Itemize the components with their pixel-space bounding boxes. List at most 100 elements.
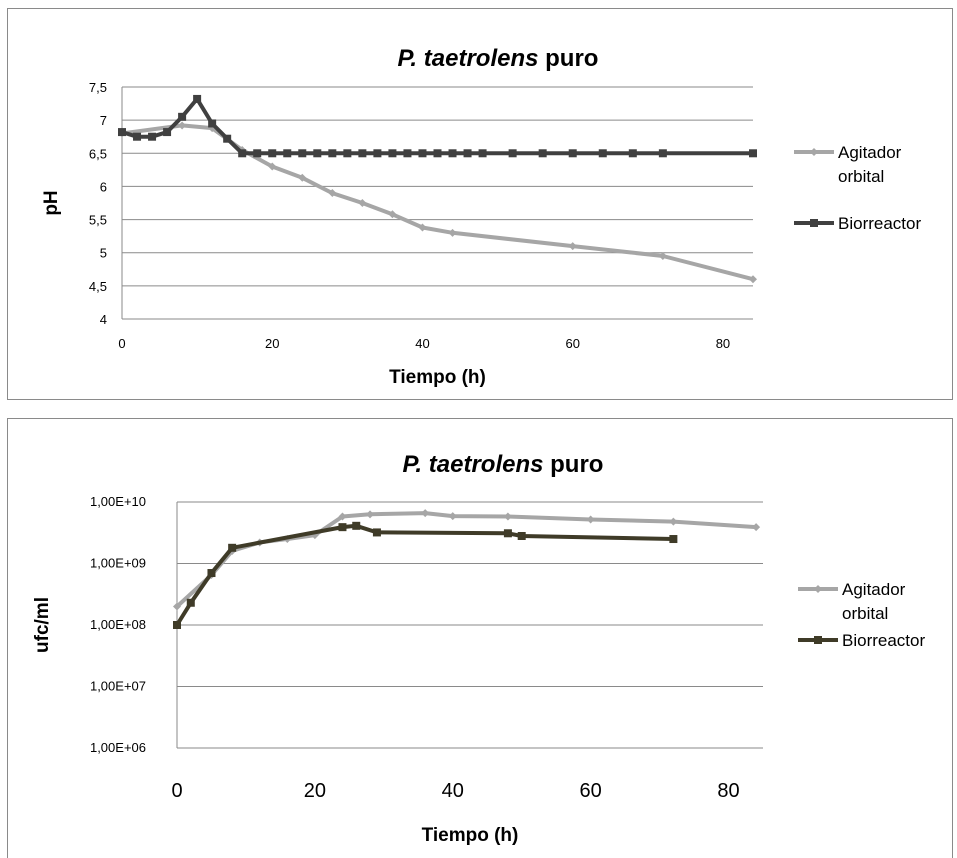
chart1-y-tick-label: 6 <box>100 179 107 194</box>
chart1-x-tick-label: 40 <box>415 336 429 351</box>
chart2-series-point <box>669 517 678 526</box>
chart1-series-point <box>268 162 277 171</box>
chart1-series-point <box>283 149 292 158</box>
chart1-series-point <box>448 149 457 158</box>
chart1-legend-label-line: Biorreactor <box>838 214 921 233</box>
chart1-series-line-2 <box>121 96 753 156</box>
chart2-x-tick-label: 40 <box>442 780 464 802</box>
chart2-series-point <box>310 531 319 540</box>
chart1-series-point <box>403 149 412 158</box>
chart1-series-point <box>223 134 232 143</box>
chart2-x-tick-label: 20 <box>304 780 326 802</box>
chart1-series-point <box>238 149 247 158</box>
chart2-y-tick-label: 1,00E+07 <box>90 679 146 694</box>
chart2-series-point <box>173 621 181 629</box>
chart1-series-point <box>208 119 217 128</box>
chart1-series-point <box>508 149 517 158</box>
chart1-series-point <box>268 149 277 158</box>
chart1-series-line-1 <box>121 123 754 282</box>
chart1-series-point <box>328 189 337 198</box>
chart1-y-tick-label: 6,5 <box>89 146 107 161</box>
chart2-series-point <box>352 521 361 530</box>
chart2-series-point <box>752 523 761 532</box>
chart1-y-tick-label: 7 <box>100 113 107 128</box>
chart2-series-point <box>586 515 595 524</box>
chart2-y-tick-label: 1,00E+06 <box>90 740 146 755</box>
chart2-series-point <box>421 509 430 518</box>
chart1-legend-label: Agitador orbital <box>838 143 902 186</box>
chart2-series-point <box>503 512 512 521</box>
chart1-series-point <box>598 149 607 158</box>
chart2-series-point <box>338 523 347 532</box>
chart2-legend-label-line: Biorreactor <box>842 631 925 650</box>
chart1-series-point <box>478 149 487 158</box>
chart1-series-point <box>358 199 367 207</box>
chart2-y-tick-label: 1,00E+08 <box>90 617 146 632</box>
chart1-series-point <box>163 128 172 137</box>
chart1-series-point <box>433 149 442 158</box>
chart1-x-tick-label: 0 <box>118 336 125 351</box>
chart2-series-line-1 <box>175 511 757 608</box>
chart1-series-point <box>418 149 427 158</box>
chart2-series-point <box>207 569 216 578</box>
chart1-series-point <box>253 149 262 158</box>
chart2-title-italic: P. taetrolens <box>403 451 544 478</box>
chart2-x-tick-label: 60 <box>580 780 602 802</box>
chart1-series-point <box>388 210 397 219</box>
chart1-title-italic: P. taetrolens <box>398 45 539 72</box>
chart1-legend-marker <box>810 219 818 227</box>
chart1-series-point <box>343 149 352 158</box>
chart1-legend-label-line: Agitador <box>838 143 902 162</box>
ph-chart: P. taetrolens puro 4 4,5 5 5,5 6 6,5 7 7,5 0 20 40 6… <box>41 45 921 388</box>
chart1-series-point <box>358 149 367 158</box>
chart2-x-tick-label: 0 <box>171 780 182 802</box>
chart1-series-point <box>178 112 187 121</box>
chart2-series-point <box>186 598 195 607</box>
chart2-x-axis-label: Tiempo (h) <box>422 825 519 846</box>
chart2-y-tick-label: 1,00E+09 <box>90 556 146 571</box>
chart1-series-point <box>133 132 142 141</box>
chart1-series-point <box>448 228 457 237</box>
chart1-series-point <box>568 149 577 158</box>
chart2-series-point <box>372 528 381 537</box>
chart2-legend-label-line: orbital <box>842 604 888 623</box>
chart2-series-point <box>338 512 347 521</box>
chart2-series-point <box>503 529 512 538</box>
chart1-y-axis-label: pH <box>41 190 62 215</box>
chart2-legend-marker <box>814 585 822 593</box>
chart1-y-tick-label: 5,5 <box>89 213 107 228</box>
chart2-legend-label: Agitador orbital <box>842 580 906 623</box>
chart1-y-tick-label: 4 <box>100 312 107 327</box>
chart1-legend-label: Biorreactor <box>838 214 921 233</box>
chart1-x-tick-label: 60 <box>565 336 579 351</box>
chart2-series-point <box>448 512 457 521</box>
chart2-series-point <box>173 602 181 611</box>
ufc-chart-panel: P. taetrolens puro 1,00E+06 1,00E+07 1,00E+… <box>7 418 953 858</box>
chart1-x-tick-label: 80 <box>716 336 730 351</box>
chart2-title-rest: puro <box>543 451 603 478</box>
chart2-series-point <box>366 510 375 519</box>
chart2-title: P. taetrolens puro <box>403 451 604 478</box>
chart1-x-tick-label: 20 <box>265 336 279 351</box>
chart1-series-point <box>538 149 547 158</box>
chart1-series-point <box>463 149 472 158</box>
chart1-x-axis-label: Tiempo (h) <box>389 367 486 388</box>
chart1-legend-label-line: orbital <box>838 167 884 186</box>
chart2-y-tick-label: 1,00E+10 <box>90 494 146 509</box>
chart1-legend-marker <box>810 148 818 156</box>
chart2-legend-label-line: Agitador <box>842 580 906 599</box>
chart1-y-tick-label: 5 <box>100 246 107 261</box>
chart2-x-tick-label: 80 <box>717 780 739 802</box>
chart2-series-point <box>228 543 237 552</box>
chart1-y-tick-label: 4,5 <box>89 279 107 294</box>
chart2-series-point <box>669 535 678 544</box>
chart1-series-point <box>658 149 667 158</box>
chart1-series-point <box>373 149 382 158</box>
chart2-y-axis-label: ufc/ml <box>32 597 53 653</box>
chart1-series-point <box>313 149 322 158</box>
chart1-series-point <box>148 132 157 141</box>
chart1-series-point <box>749 149 757 158</box>
chart1-series-point <box>298 149 307 158</box>
chart1-series-point <box>178 121 187 130</box>
chart2-series-line-2 <box>175 523 674 627</box>
